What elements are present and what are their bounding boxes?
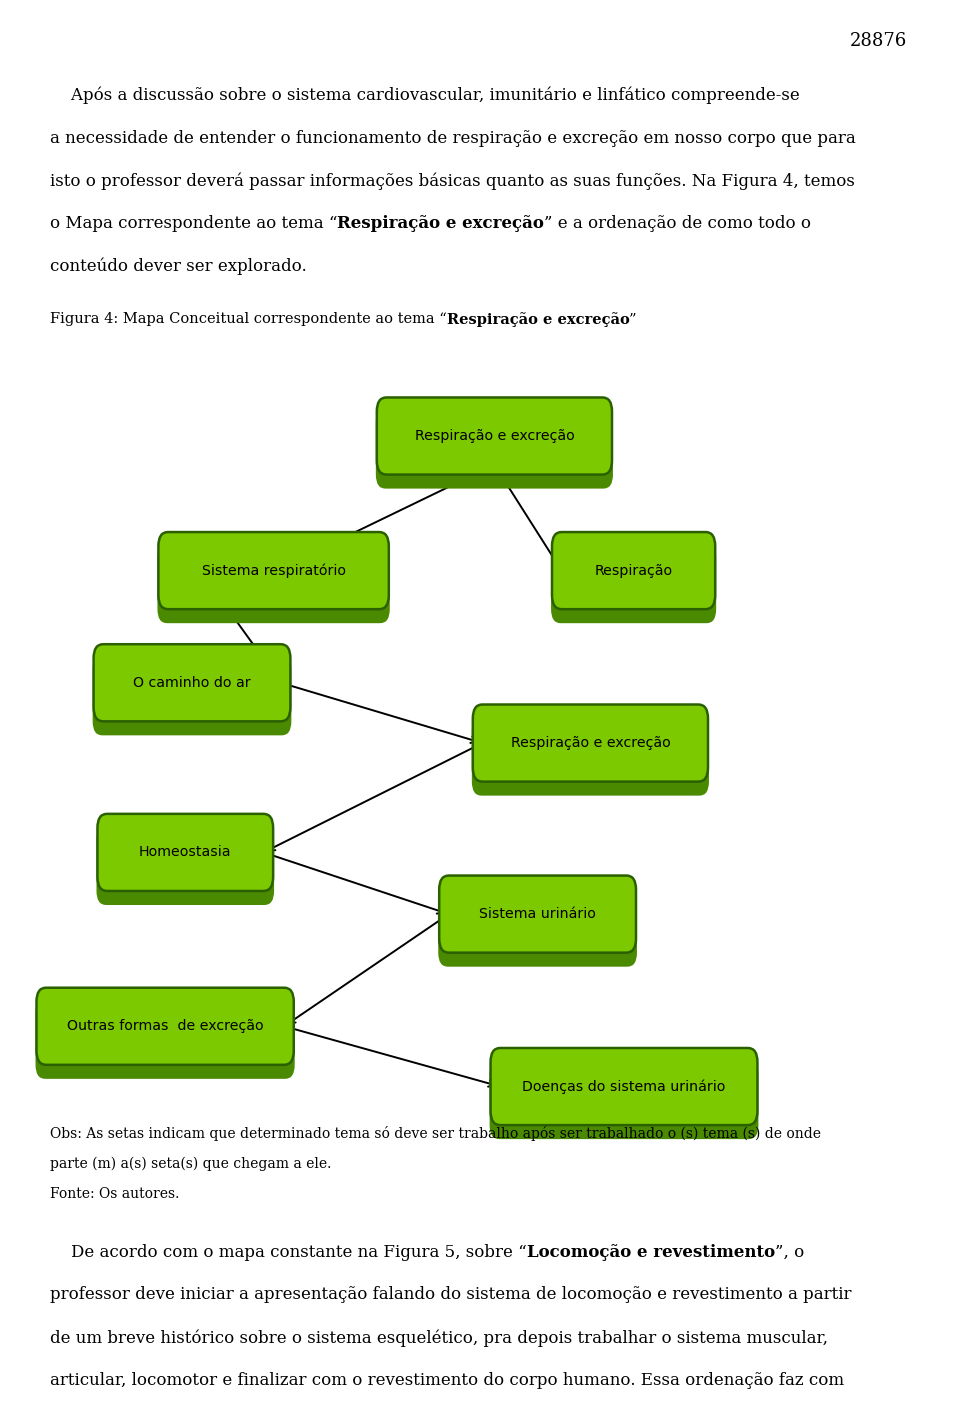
Text: Respiração e excreção: Respiração e excreção [511, 736, 670, 750]
Text: ”: ” [630, 311, 636, 325]
Text: Obs: As setas indicam que determinado tema só deve ser trabalho após ser trabalh: Obs: As setas indicam que determinado te… [50, 1126, 821, 1141]
Text: Respiração e excreção: Respiração e excreção [337, 215, 544, 233]
Text: parte (m) a(s) seta(s) que chegam a ele.: parte (m) a(s) seta(s) que chegam a ele. [50, 1157, 331, 1171]
Text: ”, o: ”, o [775, 1244, 804, 1260]
FancyBboxPatch shape [471, 715, 708, 796]
Text: Sistema urinário: Sistema urinário [479, 907, 596, 921]
Text: Após a discussão sobre o sistema cardiovascular, imunitário e linfático compreen: Após a discussão sobre o sistema cardiov… [50, 87, 800, 104]
Text: ” e a ordenação de como todo o: ” e a ordenação de como todo o [544, 215, 811, 233]
Text: isto o professor deverá passar informações básicas quanto as suas funções. Na Fi: isto o professor deverá passar informaçõ… [50, 172, 854, 189]
FancyBboxPatch shape [93, 656, 292, 735]
Text: Respiração e excreção: Respiração e excreção [415, 429, 574, 443]
Text: a necessidade de entender o funcionamento de respiração e excreção em nosso corp: a necessidade de entender o funcionament… [50, 129, 855, 147]
FancyBboxPatch shape [438, 887, 637, 967]
Text: Locomoção e revestimento: Locomoção e revestimento [527, 1244, 775, 1260]
FancyBboxPatch shape [490, 1060, 758, 1138]
Text: Sistema respiratório: Sistema respiratório [202, 564, 346, 578]
FancyBboxPatch shape [157, 543, 390, 622]
FancyBboxPatch shape [98, 813, 273, 892]
Text: o Mapa correspondente ao tema “: o Mapa correspondente ao tema “ [50, 215, 337, 233]
Text: Homeostasia: Homeostasia [139, 845, 231, 859]
Text: professor deve iniciar a apresentação falando do sistema de locomoção e revestim: professor deve iniciar a apresentação fa… [50, 1287, 852, 1304]
Text: Outras formas  de excreção: Outras formas de excreção [67, 1019, 263, 1033]
FancyBboxPatch shape [552, 531, 715, 608]
Text: O caminho do ar: O caminho do ar [133, 676, 251, 690]
FancyBboxPatch shape [376, 408, 613, 488]
FancyBboxPatch shape [96, 824, 275, 906]
FancyBboxPatch shape [36, 987, 294, 1066]
Text: Respiração e excreção: Respiração e excreção [446, 311, 630, 327]
Text: Doenças do sistema urinário: Doenças do sistema urinário [522, 1080, 726, 1094]
Text: Respiração: Respiração [594, 564, 673, 578]
FancyBboxPatch shape [158, 531, 389, 608]
Text: Figura 4: Mapa Conceitual correspondente ao tema “: Figura 4: Mapa Conceitual correspondente… [50, 311, 446, 325]
FancyBboxPatch shape [440, 875, 636, 953]
FancyBboxPatch shape [36, 998, 295, 1080]
Text: de um breve histórico sobre o sistema esquelético, pra depois trabalhar o sistem: de um breve histórico sobre o sistema es… [50, 1329, 828, 1346]
FancyBboxPatch shape [94, 645, 290, 721]
Text: articular, locomotor e finalizar com o revestimento do corpo humano. Essa ordena: articular, locomotor e finalizar com o r… [50, 1371, 844, 1389]
Text: 28876: 28876 [850, 32, 907, 50]
FancyBboxPatch shape [472, 704, 708, 782]
FancyBboxPatch shape [551, 543, 716, 622]
Text: Fonte: Os autores.: Fonte: Os autores. [50, 1187, 180, 1202]
FancyBboxPatch shape [376, 397, 612, 474]
Text: conteúdo dever ser explorado.: conteúdo dever ser explorado. [50, 258, 306, 275]
Text: De acordo com o mapa constante na Figura 5, sobre “: De acordo com o mapa constante na Figura… [50, 1244, 527, 1260]
FancyBboxPatch shape [491, 1049, 757, 1124]
